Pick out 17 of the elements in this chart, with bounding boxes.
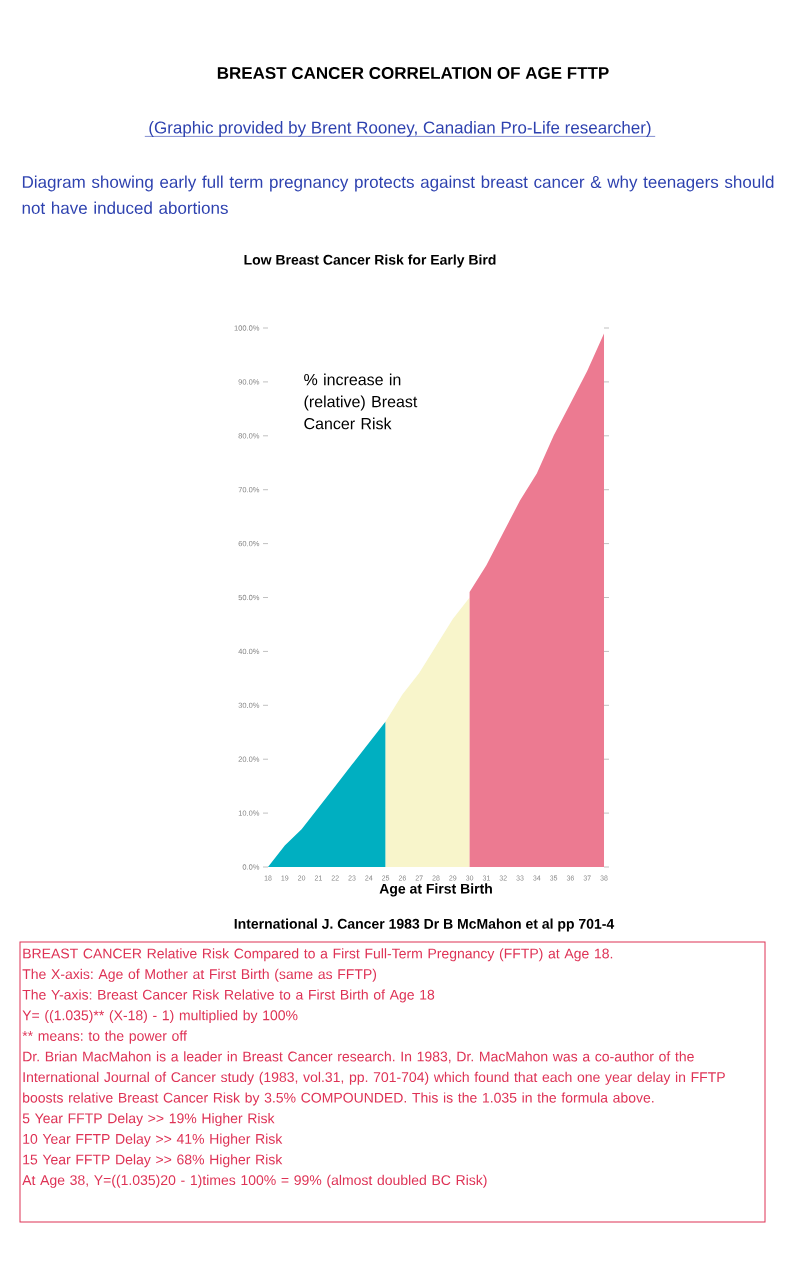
- text: Y= ((1.035)** (X-18) - 1) multiplied by 100%: [22, 1010, 298, 1024]
- annotation: % increase in (relative) Breast Cancer Risk: [304, 373, 418, 430]
- text: The Y-axis: Breast Cancer Risk Relative to a First Birth of Age 18: [22, 989, 435, 1003]
- text: The X-axis: Age of Mother at First Birth (same as FFTP): [22, 968, 377, 982]
- text: 5 Year FFTP Delay >> 19% Higher Risk: [22, 1113, 275, 1127]
- text: 15 Year FFTP Delay >> 68% Higher Risk: [23, 1154, 283, 1168]
- text: Dr. Brian MacMahon is a leader in Breast Cancer research. In 1983, Dr. MacMahon was a co-author of the International Journal of Cancer study (1983, vol.31, pp. 701-704) which found that each one year delay in FFTP boosts relative Breast Cancer Risk by 3.5% COMPOUNDED. This is the 1.035 in the formula above.: [23, 1051, 725, 1106]
- text: At Age 38, Y=((1.035)20 - 1)times 100% = 99% (almost doubled BC Risk): [22, 1174, 487, 1188]
- chart-subtitle: Low Breast Cancer Risk for Early Bird: [244, 254, 496, 268]
- text: 10 Year FFTP Delay >> 41% Higher Risk: [23, 1133, 283, 1147]
- text: BREAST CANCER Relative Risk Compared to a First Full-Term Pregnancy (FFTP) at Age 18.: [23, 948, 613, 962]
- text: Diagram showing early full term pregnancy protects against breast cancer & why teenagers should not have induced abortions: [22, 175, 774, 215]
- x-axis-title: Age at First Birth: [379, 883, 492, 897]
- text: (Graphic provided by Brent Rooney, Canadian Pro-Life researcher): [149, 121, 651, 137]
- chart-title: BREAST CANCER CORRELATION OF AGE FTTP: [217, 66, 609, 80]
- text: ** means: to the power off: [22, 1030, 187, 1044]
- text: International J. Cancer 1983 Dr B McMahon et al pp 701-4: [234, 918, 615, 932]
